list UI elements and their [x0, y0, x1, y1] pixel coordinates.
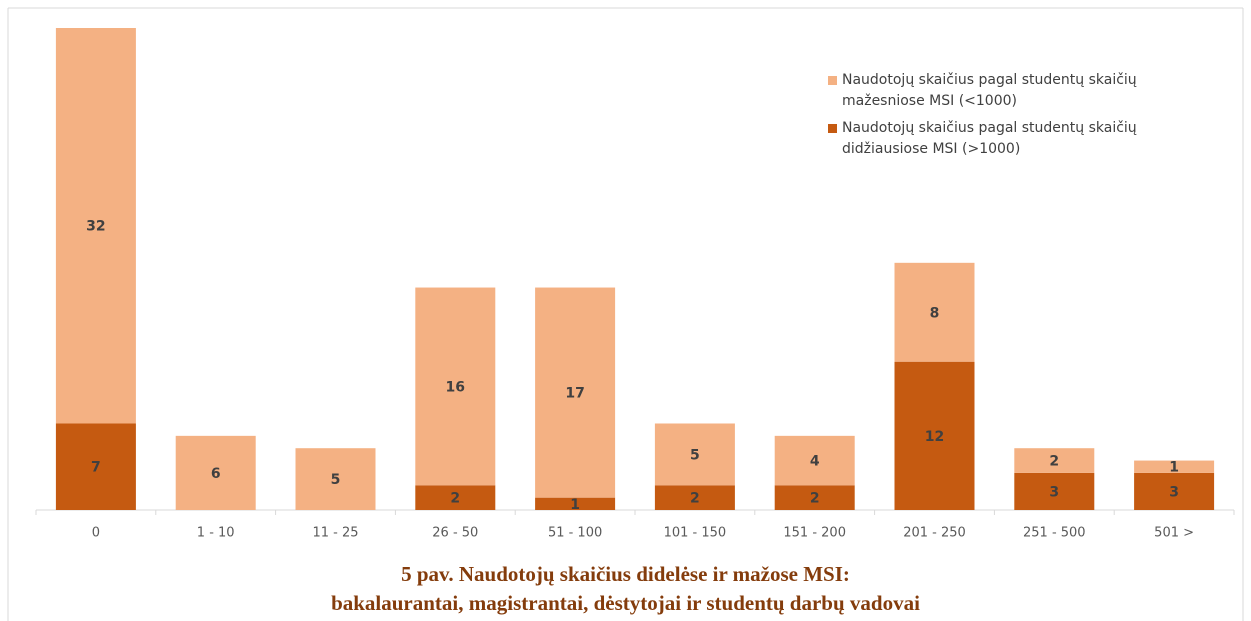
bar-segment: [1134, 460, 1215, 473]
bar-segment: [1014, 448, 1095, 473]
data-label: 7: [91, 460, 101, 476]
bar-segment: [415, 485, 496, 510]
data-label: 5: [331, 472, 341, 488]
x-tick-label: 151 - 200: [783, 526, 846, 541]
bar-segment: [654, 485, 735, 510]
x-tick-label: 1 - 10: [197, 526, 235, 541]
caption-line: 5 pav. Naudotojų skaičius didelėse ir ma…: [401, 562, 850, 586]
caption-line: bakalaurantai, magistrantai, dėstytojai …: [331, 591, 920, 615]
x-tick-label: 26 - 50: [432, 526, 478, 541]
data-label: 4: [810, 454, 820, 470]
data-label: 2: [810, 491, 820, 507]
data-label: 3: [1169, 484, 1179, 500]
x-tick-label: 51 - 100: [548, 526, 602, 541]
bar-segment: [1014, 472, 1095, 510]
data-label: 6: [211, 466, 221, 482]
x-tick-label: 0: [92, 526, 100, 541]
bar-segment: [55, 423, 136, 510]
data-label: 1: [570, 497, 580, 513]
bar-segment: [415, 287, 496, 486]
data-label: 1: [1169, 460, 1179, 476]
data-label: 3: [1049, 484, 1059, 500]
bar-segment: [295, 448, 376, 510]
data-label: 2: [1049, 454, 1059, 470]
bar-segment: [1134, 472, 1215, 510]
legend-swatch: [828, 124, 837, 133]
data-label: 2: [450, 491, 460, 507]
x-tick-label: 501 >: [1154, 526, 1194, 541]
legend-label: Naudotojų skaičius pagal studentų skaiči…: [842, 120, 1137, 157]
bar-segment: [175, 435, 256, 510]
legend-label: Naudotojų skaičius pagal studentų skaiči…: [842, 72, 1137, 109]
legend-entry: Naudotojų skaičius pagal studentų skaiči…: [828, 70, 1202, 112]
legend-entry: Naudotojų skaičius pagal studentų skaiči…: [828, 118, 1202, 160]
data-label: 8: [930, 305, 940, 321]
data-label: 16: [446, 379, 465, 395]
bar-segment: [894, 262, 975, 362]
data-label: 17: [565, 386, 584, 402]
bar-segment: [774, 485, 855, 510]
bar-segment: [654, 423, 735, 486]
bar-segment: [55, 28, 136, 424]
data-label: 2: [690, 491, 700, 507]
legend-swatch: [828, 76, 837, 85]
bar-segment: [894, 361, 975, 510]
x-tick-label: 251 - 500: [1023, 526, 1086, 541]
x-tick-label: 101 - 150: [664, 526, 727, 541]
data-label: 32: [86, 219, 105, 235]
data-label: 12: [925, 429, 944, 445]
x-tick-label: 201 - 250: [903, 526, 966, 541]
data-label: 5: [690, 447, 700, 463]
bar-segment: [774, 435, 855, 486]
x-tick-label: 11 - 25: [312, 526, 358, 541]
bar-segment: [535, 287, 616, 498]
bar-segment: [535, 497, 616, 510]
